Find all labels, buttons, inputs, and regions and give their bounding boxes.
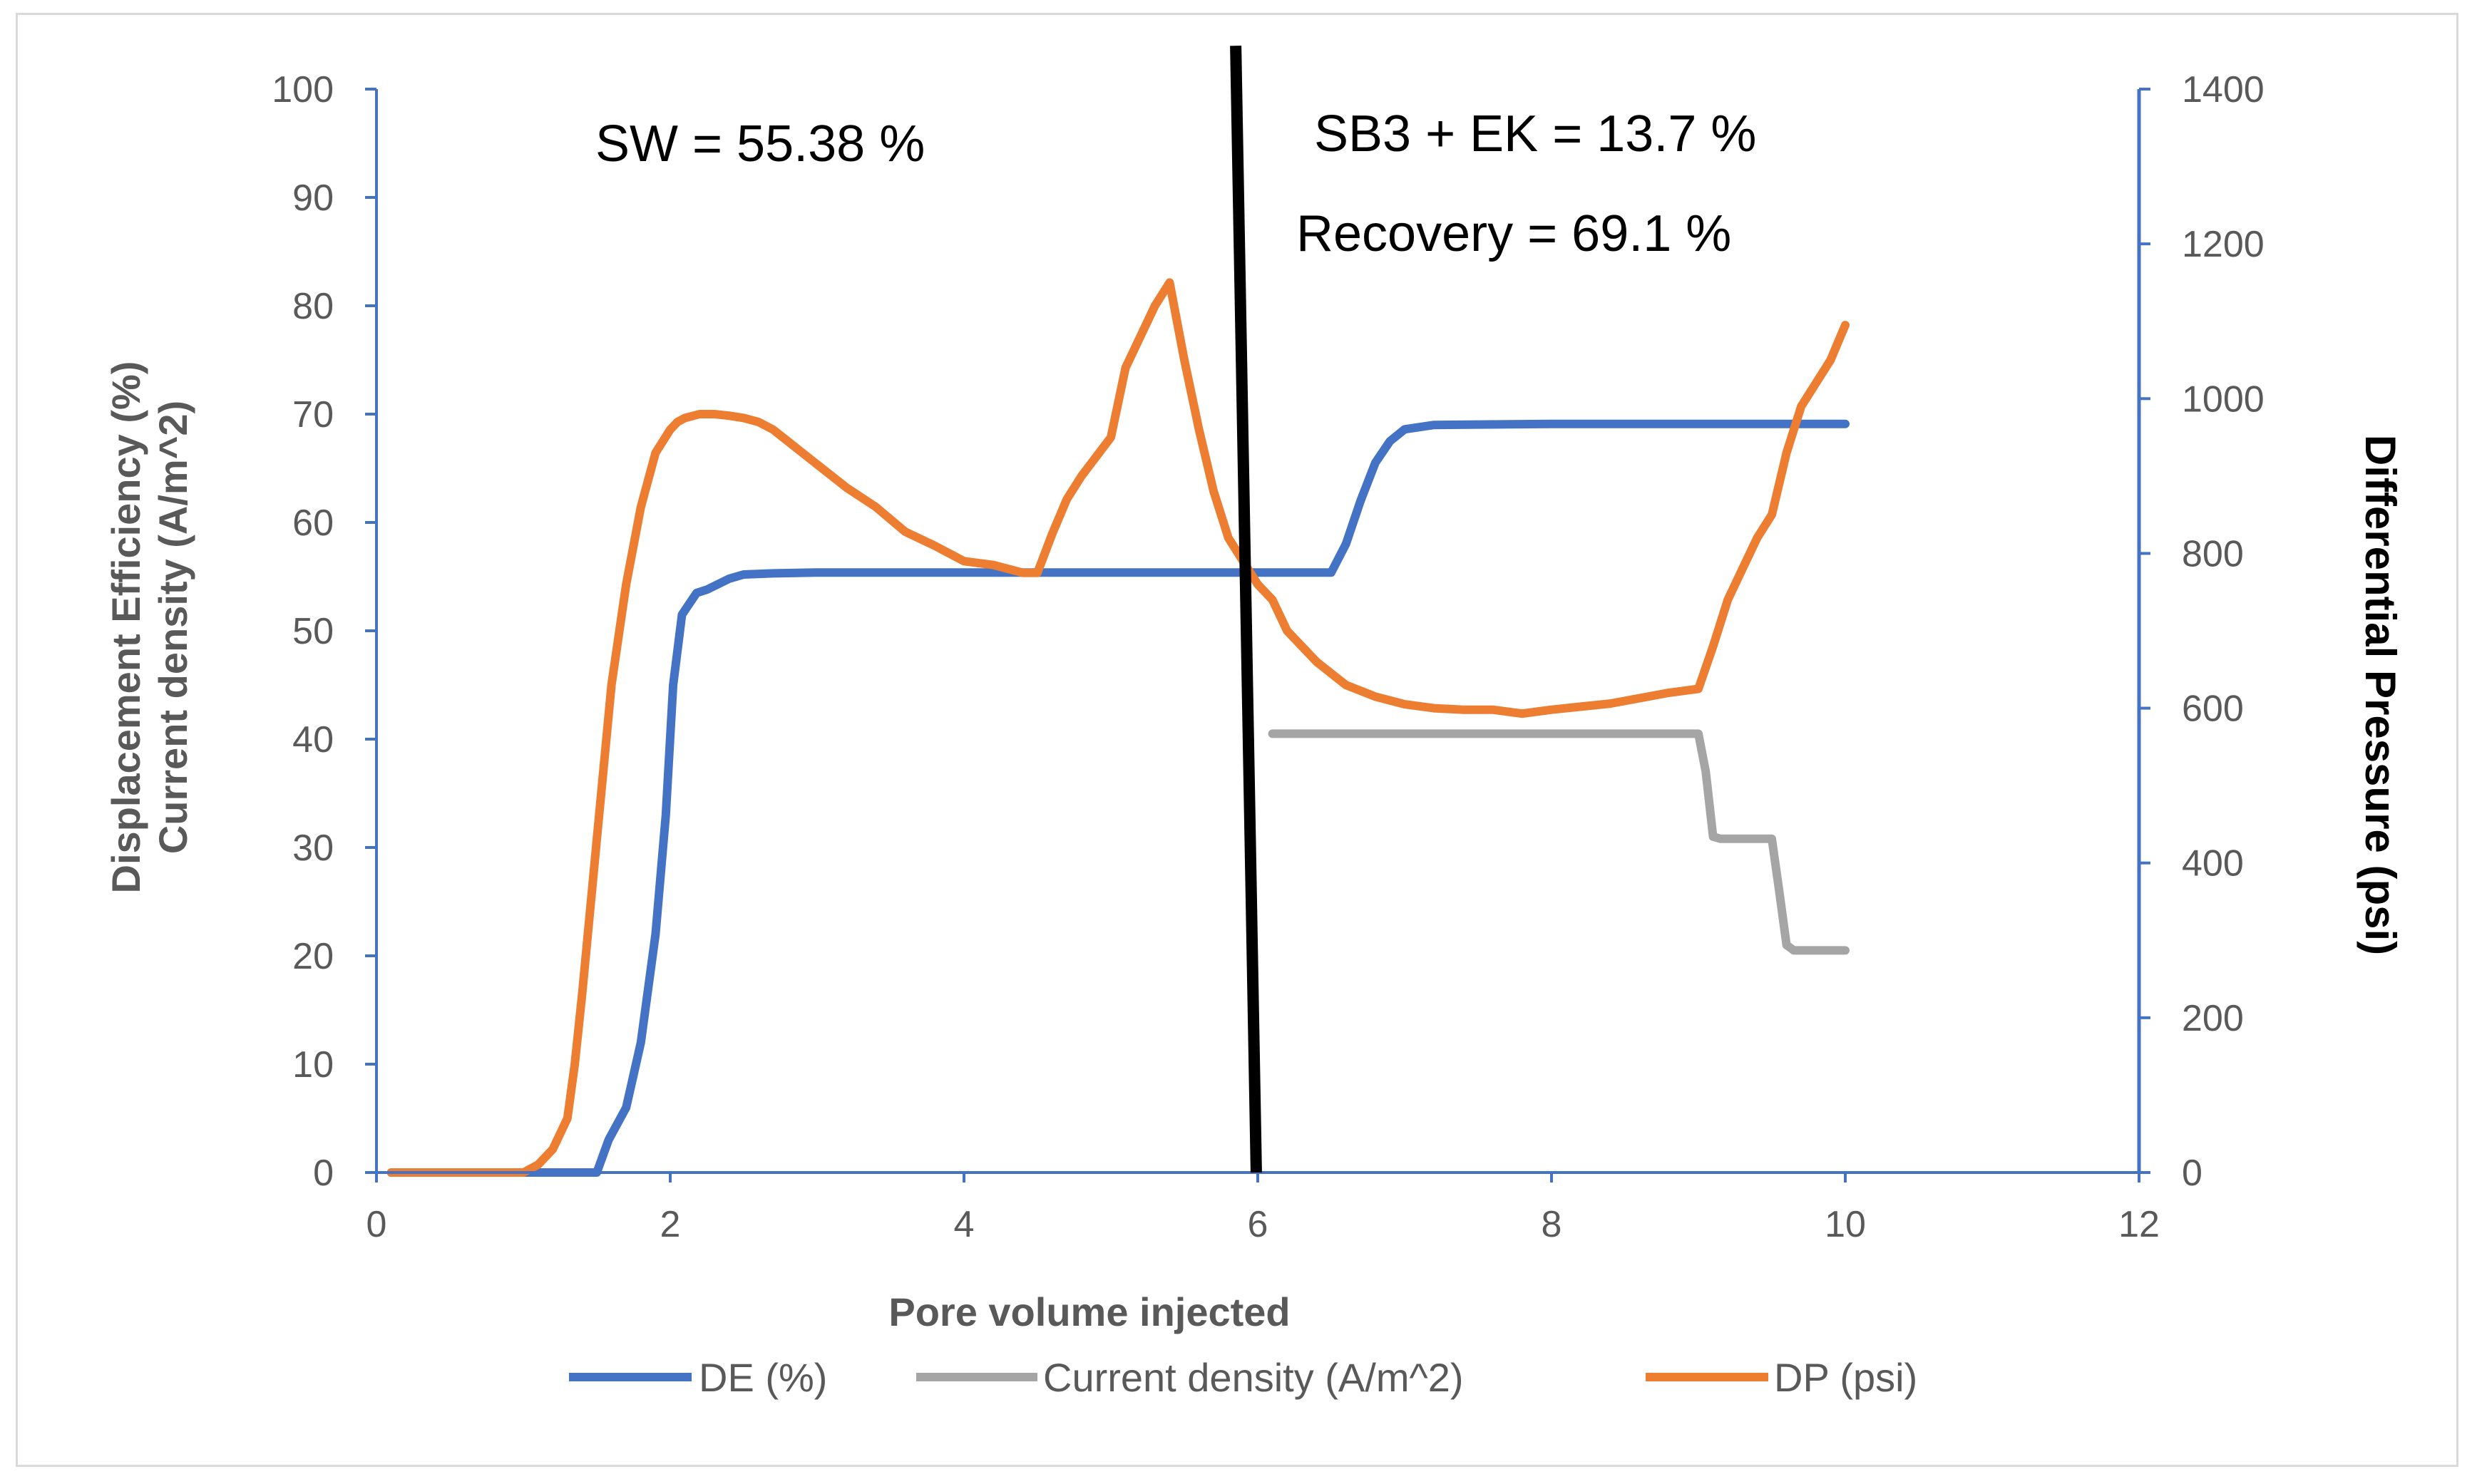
y-left-tick-label: 80	[292, 286, 334, 327]
annotation-sw: SW = 55.38 %	[595, 115, 925, 172]
x-tick-label: 8	[1542, 1204, 1562, 1245]
y-left-tick-label: 40	[292, 719, 334, 761]
y-left-tick-label: 10	[292, 1044, 334, 1086]
series-layer	[386, 278, 1850, 1177]
series-current-density-line	[1268, 729, 1850, 955]
y-left-tick-label: 20	[292, 936, 334, 977]
legend-label-de: DE (%)	[699, 1355, 827, 1400]
y-right-tick-label: 1000	[2182, 378, 2265, 420]
y-axis-title-left-line1: Displacement Efficiency (%)	[103, 361, 148, 894]
x-tick-label: 2	[660, 1204, 681, 1245]
x-axis-title: Pore volume injected	[888, 1289, 1290, 1334]
x-tick-label: 6	[1248, 1204, 1268, 1245]
y-right-tick-label: 600	[2182, 689, 2244, 730]
y-right-tick-label: 1400	[2182, 69, 2265, 110]
y-left-tick-label: 70	[292, 394, 334, 436]
y-left-tick-label: 100	[272, 69, 334, 110]
y-left-tick-label: 30	[292, 828, 334, 869]
x-tick-label: 12	[2118, 1204, 2160, 1245]
y-left-tick-label: 90	[292, 177, 334, 219]
divider-line	[1230, 46, 1262, 1173]
series-de-line	[386, 419, 1850, 1177]
y-left-tick-label: 60	[292, 503, 334, 544]
annotation-recovery: Recovery = 69.1 %	[1296, 205, 1731, 262]
y-right-tick-label: 0	[2182, 1153, 2202, 1194]
y-axis-title-left-line2: Current density (A/m^2)	[150, 401, 195, 854]
x-tick-label: 0	[366, 1204, 387, 1245]
y-axis-title-right: Differential Pressure (psi)	[2357, 435, 2404, 955]
x-tick-label: 4	[954, 1204, 975, 1245]
y-right-tick-label: 400	[2182, 843, 2244, 885]
legend-label-dp: DP (psi)	[1774, 1355, 1917, 1400]
y-right-tick-label: 1200	[2182, 224, 2265, 265]
ticks-layer: 0 2 4 6 8 10 120102030405060708090100020040060…	[272, 69, 2264, 1245]
y-left-tick-label: 0	[313, 1153, 334, 1194]
y-right-tick-label: 800	[2182, 533, 2244, 574]
y-left-tick-label: 50	[292, 611, 334, 652]
annotation-sb3-ek: SB3 + EK = 13.7 %	[1314, 105, 1756, 163]
series-dp-line	[386, 278, 1850, 1177]
legend-label-current-density: Current density (A/m^2)	[1043, 1355, 1464, 1400]
x-tick-label: 10	[1825, 1204, 1866, 1245]
legend: DE (%) Current density (A/m^2) DP (psi)	[569, 1355, 1917, 1400]
y-right-tick-label: 200	[2182, 998, 2244, 1039]
